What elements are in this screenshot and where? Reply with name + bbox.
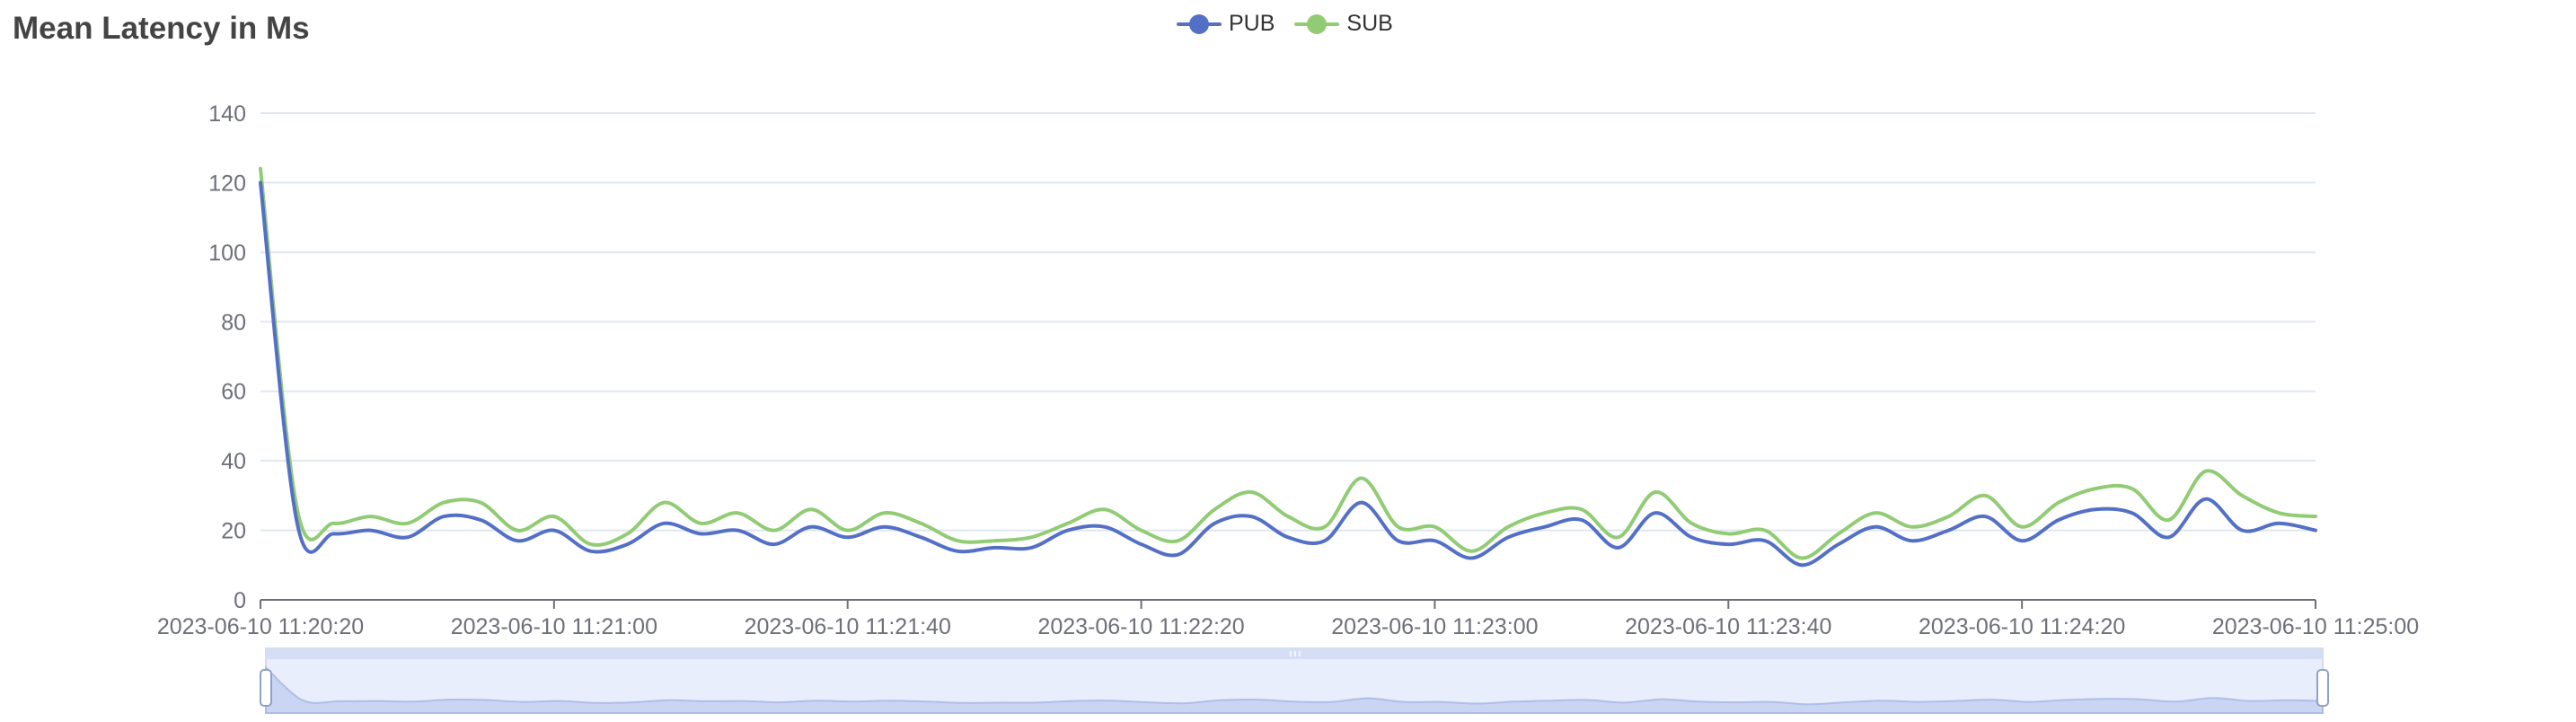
legend-item-pub[interactable]: PUB <box>1177 11 1275 37</box>
data-zoom-slider[interactable] <box>260 647 2329 714</box>
legend-sub-label: SUB <box>1346 11 1393 36</box>
y-tick-label: 60 <box>221 380 246 405</box>
axes: 0 20 40 60 80 100 120 140 2023-06-10 11:20:20 202… <box>157 101 2419 639</box>
x-tick-label: 2023-06-10 11:23:40 <box>1625 614 1831 639</box>
x-tick-label: 2023-06-10 11:25:00 <box>2212 614 2419 639</box>
chart-title: Mean Latency in Ms <box>13 11 310 46</box>
x-tick-label: 2023-06-10 11:22:20 <box>1037 614 1244 639</box>
zoom-handle-right[interactable] <box>2316 669 2329 707</box>
legend: PUB SUB <box>1177 11 1413 37</box>
legend-sub-symbol <box>1294 12 1340 37</box>
zoom-preview-area <box>265 665 2324 714</box>
series <box>259 166 2317 568</box>
series-line-sub <box>259 166 2317 560</box>
y-tick-label: 80 <box>221 310 246 335</box>
zoom-handle-left[interactable] <box>260 669 272 707</box>
grid <box>260 112 2316 532</box>
x-tick-label: 2023-06-10 11:23:00 <box>1331 614 1538 639</box>
y-tick-label: 100 <box>208 241 246 266</box>
zoom-top-bar[interactable] <box>266 648 2323 659</box>
x-tick-label: 2023-06-10 11:20:20 <box>157 614 364 639</box>
y-tick-label: 120 <box>208 171 246 196</box>
x-tick-label: 2023-06-10 11:21:40 <box>745 614 951 639</box>
legend-pub-label: PUB <box>1229 11 1275 36</box>
legend-pub-symbol <box>1177 12 1222 37</box>
series-line-pub <box>259 180 2317 568</box>
y-tick-label: 40 <box>221 449 246 474</box>
y-tick-label: 20 <box>221 519 246 544</box>
x-tick-label: 2023-06-10 11:24:20 <box>1919 614 2125 639</box>
legend-item-sub[interactable]: SUB <box>1294 11 1393 37</box>
x-tick-label: 2023-06-10 11:21:00 <box>451 614 657 639</box>
y-tick-label: 0 <box>234 588 246 613</box>
y-tick-label: 140 <box>208 101 246 127</box>
